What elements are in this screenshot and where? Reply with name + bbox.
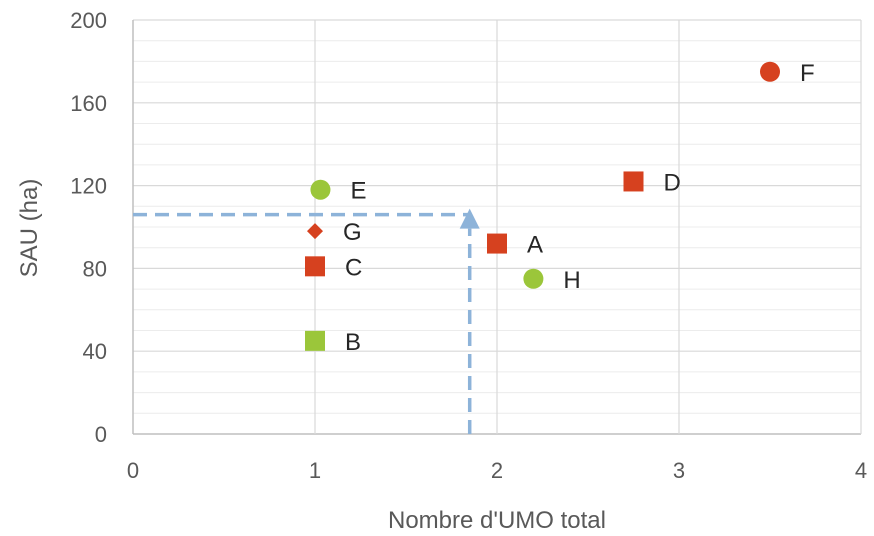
point-b bbox=[305, 330, 325, 351]
point-label-b: B bbox=[345, 329, 361, 356]
point-label-f: F bbox=[800, 60, 815, 87]
point-label-h: H bbox=[563, 267, 580, 294]
point-label-a: A bbox=[527, 232, 543, 259]
x-tick-label: 4 bbox=[855, 458, 867, 483]
y-tick-label: 40 bbox=[83, 339, 107, 364]
x-tick-label: 3 bbox=[673, 458, 685, 483]
point-h bbox=[523, 268, 544, 289]
y-tick-label: 80 bbox=[83, 256, 107, 281]
point-label-e: E bbox=[350, 178, 366, 205]
reference-arrow-head bbox=[459, 208, 480, 229]
point-f bbox=[760, 61, 780, 82]
x-tick-label: 1 bbox=[309, 458, 321, 483]
point-labels: A B C D E F G H bbox=[343, 60, 815, 356]
point-label-c: C bbox=[345, 254, 362, 281]
y-tick-label: 0 bbox=[95, 422, 107, 447]
y-tick-labels: 0 40 80 120 160 200 bbox=[70, 8, 107, 447]
point-g bbox=[307, 223, 323, 240]
y-tick-label: 120 bbox=[70, 174, 107, 199]
point-c bbox=[305, 256, 325, 277]
y-tick-label: 160 bbox=[70, 91, 107, 116]
x-tick-label: 0 bbox=[127, 458, 139, 483]
x-tick-label: 2 bbox=[491, 458, 503, 483]
data-points bbox=[305, 61, 780, 351]
point-label-g: G bbox=[343, 219, 362, 246]
x-tick-labels: 0 1 2 3 4 bbox=[127, 458, 867, 483]
reference-lines bbox=[133, 208, 480, 434]
major-gridlines bbox=[132, 19, 862, 435]
x-axis-title: Nombre d'UMO total bbox=[388, 507, 606, 534]
point-e bbox=[310, 179, 331, 200]
y-tick-label: 200 bbox=[70, 8, 107, 33]
y-axis-title: SAU (ha) bbox=[16, 179, 43, 278]
point-d bbox=[623, 171, 644, 192]
point-label-d: D bbox=[664, 169, 681, 196]
point-a bbox=[487, 233, 507, 254]
